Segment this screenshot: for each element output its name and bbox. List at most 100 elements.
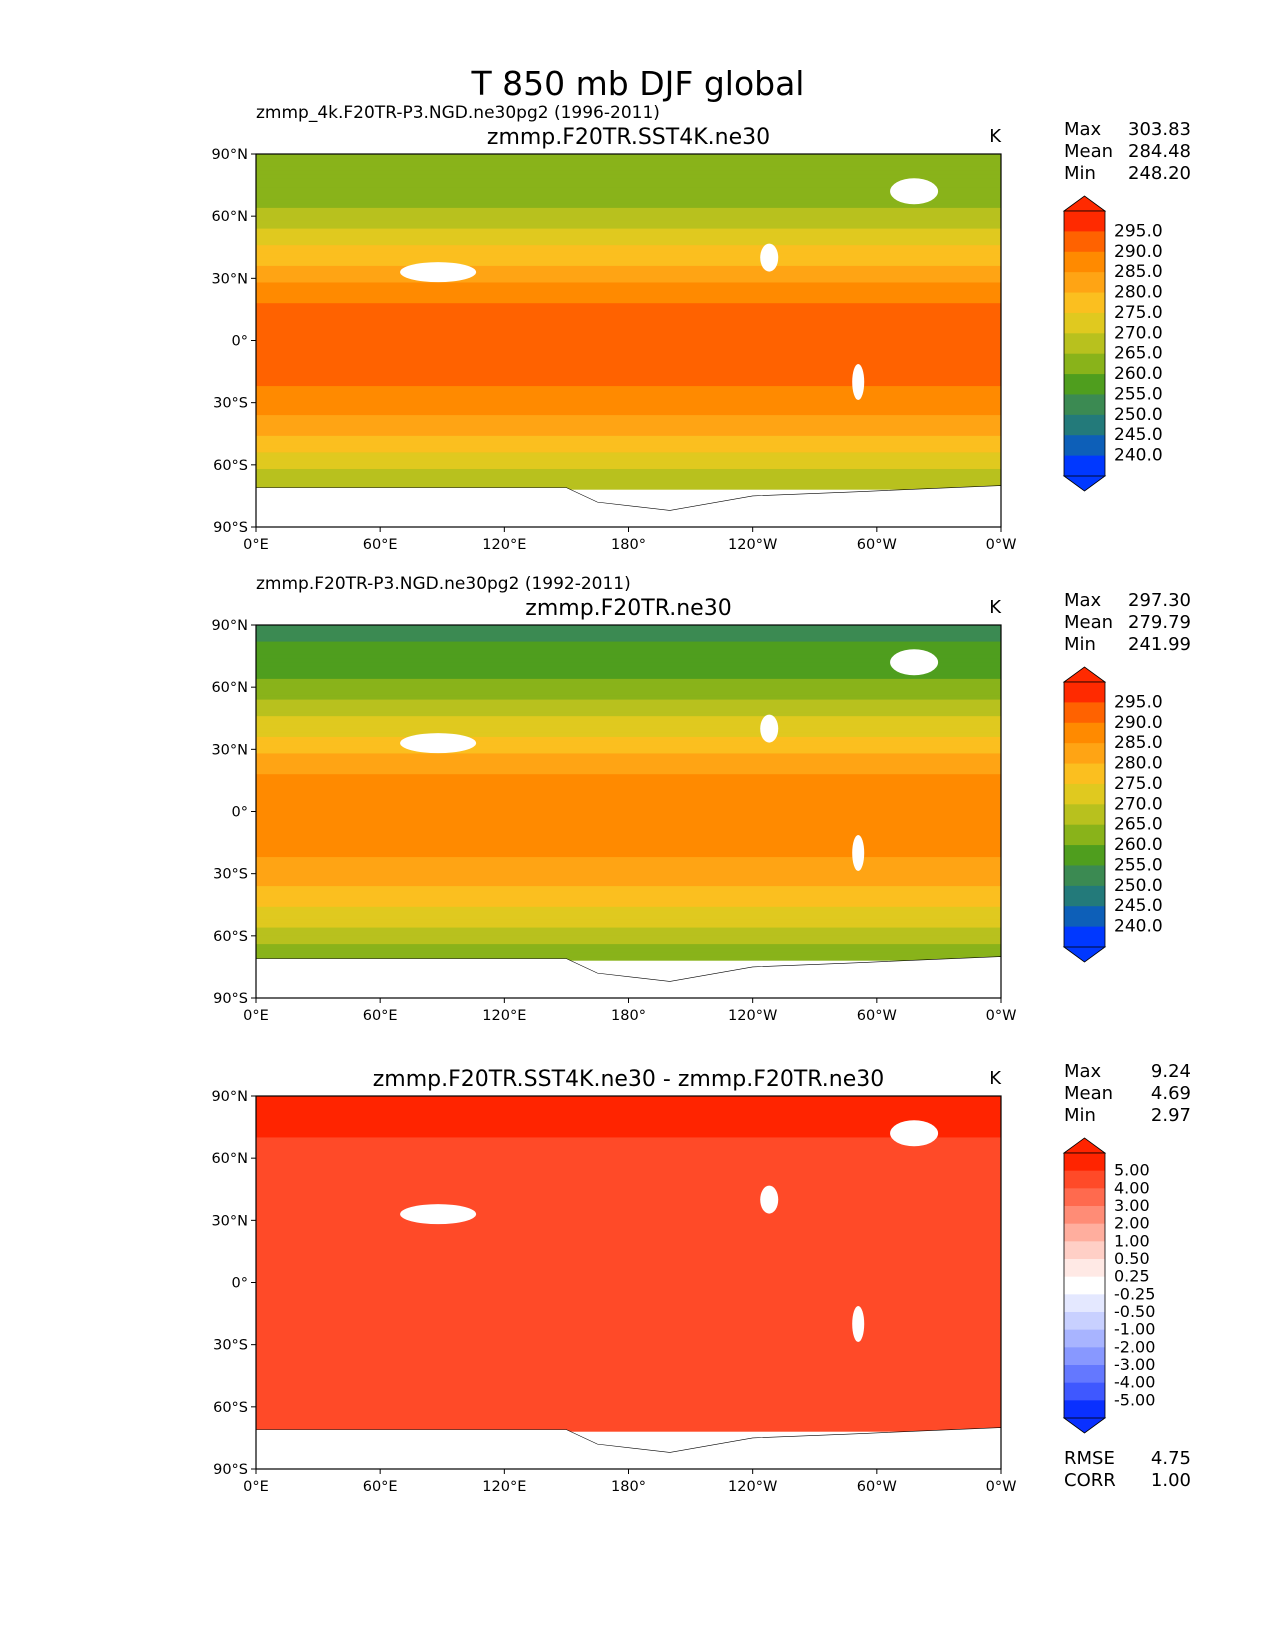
contour-band [256,1311,1001,1317]
colorbar-level-label: -3.00 [1114,1355,1155,1374]
panel-center-title: zmmp.F20TR.ne30 [525,596,731,621]
colorbar-level-label: 295.0 [1114,692,1163,712]
contour-band [256,1174,1001,1180]
lat-tick-label: 90°S [213,991,248,1007]
contour-band [256,419,1001,424]
stat-label: Mean [1064,612,1113,633]
colorbar-swatch [1064,865,1105,887]
colorbar-swatch [1064,702,1105,724]
contour-band [256,687,1001,692]
contour-band [256,832,1001,837]
colorbar-swatch [1064,251,1105,273]
contour-band [256,968,1001,974]
colorbar-level-label: -0.25 [1114,1284,1155,1303]
contour-band [256,1323,1001,1329]
colorbar-swatch [1064,845,1105,866]
contour-band [256,1423,1001,1429]
contour-band [256,1228,1001,1234]
contour-band [256,757,1001,763]
colorbar-swatch [1064,783,1105,805]
lon-tick-label: 60°W [857,1479,897,1495]
lat-tick-label: 60°N [211,209,248,225]
lon-tick-label: 180° [611,537,646,553]
corr-value: 1.00 [1151,1470,1191,1491]
contour-band [256,444,1001,449]
contour-band [256,761,1001,767]
stat-value: 2.97 [1151,1105,1191,1126]
colorbar-swatch [1064,1188,1105,1207]
contour-band [256,183,1001,188]
contour-band [256,1431,1001,1437]
contour-band [256,1236,1001,1242]
contour-band [256,1133,1001,1139]
contour-band [256,1427,1001,1433]
lon-tick-label: 0°W [986,1479,1017,1495]
contour-band [256,939,1001,945]
contour-band [256,431,1001,437]
panel-center-title: zmmp.F20TR.SST4K.ne30 [487,125,770,150]
contour-band [256,641,1001,647]
contour-band [256,257,1001,263]
contour-band [256,299,1001,304]
colorbar-swatch [1064,804,1105,826]
contour-band [256,274,1001,279]
contour-band [256,1415,1001,1420]
lon-tick-label: 0°W [986,537,1017,553]
contour-band [256,1406,1001,1412]
contour-band [256,1187,1001,1192]
contour-band [256,1253,1001,1259]
contour-band [256,1257,1001,1263]
contour-band [256,303,1001,308]
contour-band [256,1112,1001,1118]
contour-band [256,948,1001,954]
colorbar-outline [1063,1152,1106,1419]
figure-title: T 850 mb DJF global [471,64,805,103]
contour-band [256,1352,1001,1358]
contour-band [256,1104,1001,1110]
contour-band [256,1141,1001,1147]
contour-band [256,158,1001,163]
contour-band [256,956,1001,962]
contour-band [256,1203,1001,1209]
contour-band [256,1245,1001,1250]
lon-tick-label: 120°W [728,537,777,553]
contour-band [256,865,1001,871]
contour-band [256,753,1001,759]
contour-band [256,728,1001,734]
contour-band [256,894,1001,900]
contour-band [256,1435,1001,1441]
contour-band [256,1386,1001,1391]
contour-band [256,386,1001,391]
contour-band [256,1286,1001,1292]
contour-band [256,857,1001,862]
contour-band [256,220,1001,226]
contour-band [256,232,1001,238]
contour-band [256,319,1001,325]
contour-band [256,881,1001,887]
stat-label: Max [1064,590,1102,611]
map-panel-1: 90°N 60°N 30°N 0° 30°S 60°S 90°S0°E 60°E 120°E 18… [211,103,1191,553]
contour-band [256,410,1001,416]
contour-band [256,328,1001,333]
rockies-mask [760,243,779,272]
colorbar-level-label: 275.0 [1114,774,1163,794]
colorbar-swatch [1064,926,1105,948]
contour-band [256,1100,1001,1105]
lat-tick-label: 60°S [213,929,248,945]
contour-band [256,803,1001,808]
contour-band [256,782,1001,788]
contour-band [256,216,1001,221]
contour-band [256,645,1001,651]
contour-band [256,1369,1001,1375]
contour-band [256,794,1001,800]
lat-tick-label: 60°N [211,1151,248,1167]
contour-band [256,1398,1001,1404]
contour-band [256,1120,1001,1126]
contour-band [256,1183,1001,1188]
colorbar-level-label: 290.0 [1114,713,1163,733]
colorbar-level-label: -1.00 [1114,1320,1155,1339]
contour-band [256,1166,1001,1172]
contour-band [256,162,1001,168]
contour-band [256,770,1001,775]
